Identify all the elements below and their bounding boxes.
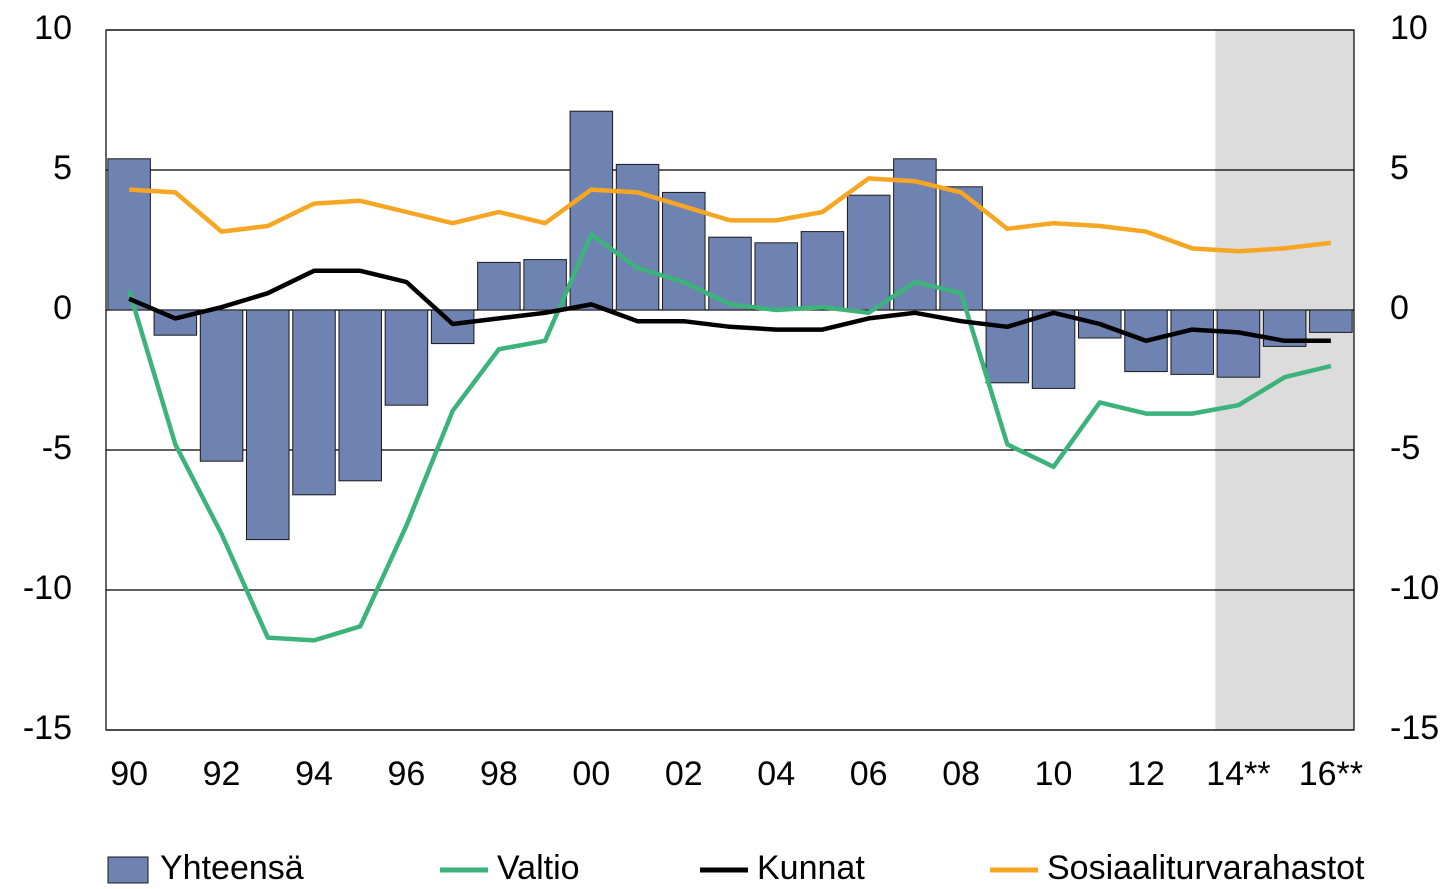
line <box>126 232 1332 643</box>
bar <box>1216 309 1261 378</box>
bar <box>338 309 382 482</box>
line <box>128 268 1331 344</box>
forecast-shade <box>1215 30 1354 730</box>
x-tick-label: 96 <box>388 755 426 793</box>
line <box>128 176 1332 254</box>
x-tick-label: 98 <box>480 755 518 793</box>
x-tick-label: 06 <box>850 755 888 793</box>
x-tick-label: 02 <box>665 755 703 793</box>
legend-label: Kunnat <box>757 849 865 887</box>
bar <box>569 110 614 311</box>
bar <box>1309 309 1353 333</box>
y2-tick-label: 0 <box>1390 289 1409 327</box>
x-tick-label: 14** <box>1206 755 1270 793</box>
x-tick-label: 00 <box>572 755 610 793</box>
bar <box>292 309 336 496</box>
x-tick-label: 04 <box>757 755 795 793</box>
y-tick-label: 0 <box>53 289 72 327</box>
bar <box>199 309 244 462</box>
bar <box>800 231 845 311</box>
x-tick-label: 12 <box>1127 755 1165 793</box>
x-tick-label: 92 <box>203 755 241 793</box>
y2-tick-label: 10 <box>1390 9 1428 47</box>
y-tick-label: -5 <box>42 429 72 467</box>
y-tick-label: -15 <box>23 709 72 747</box>
bar <box>754 242 798 311</box>
plot-frame <box>105 29 1355 731</box>
bar <box>430 309 475 345</box>
bar <box>523 259 567 311</box>
y-tick-label: 10 <box>34 9 72 47</box>
bar <box>384 309 429 406</box>
bar <box>846 194 891 311</box>
x-tick-label: 90 <box>110 755 148 793</box>
legend-swatch <box>107 856 149 884</box>
y2-tick-label: -5 <box>1390 429 1420 467</box>
bar <box>615 163 660 311</box>
x-tick-label: 08 <box>942 755 980 793</box>
y-tick-label: 5 <box>53 149 72 187</box>
bar <box>477 261 521 311</box>
legend-label: Sosiaaliturvarahastot <box>1047 849 1365 887</box>
bar <box>1031 309 1076 389</box>
legend-label: Valtio <box>497 849 580 887</box>
y2-tick-label: -15 <box>1390 709 1439 747</box>
bar <box>246 309 290 541</box>
legend-label: Yhteensä <box>160 849 304 887</box>
y2-tick-label: -10 <box>1390 569 1439 607</box>
x-tick-label: 10 <box>1035 755 1073 793</box>
y-tick-label: -10 <box>23 569 72 607</box>
bar <box>107 158 151 311</box>
y2-tick-label: 5 <box>1390 149 1409 187</box>
x-tick-label: 94 <box>295 755 333 793</box>
x-tick-label: 16** <box>1299 755 1363 793</box>
bar <box>1170 309 1214 375</box>
